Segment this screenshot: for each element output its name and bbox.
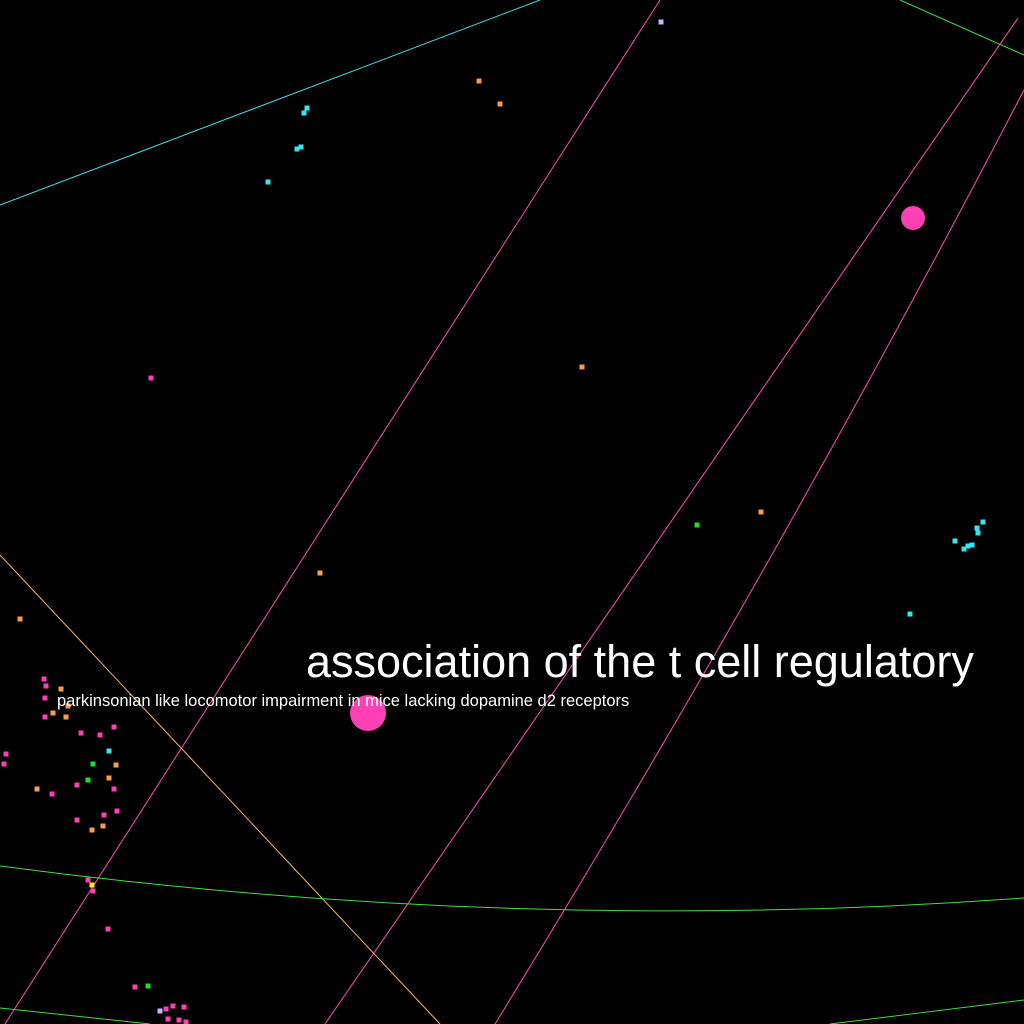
node-point (758, 509, 764, 515)
node-point (85, 877, 91, 883)
node-point (163, 1006, 169, 1012)
edge-peach-diagonal (0, 554, 441, 1024)
node-point (907, 611, 913, 617)
node-point (89, 827, 95, 833)
node-point (974, 525, 980, 531)
node-point (579, 364, 585, 370)
node-point (90, 761, 96, 767)
node-point (34, 786, 40, 792)
node-point (304, 105, 310, 111)
node-point (497, 101, 503, 107)
node-point (114, 808, 120, 814)
node-point (97, 732, 103, 738)
node-point (65, 703, 71, 709)
edge-pink-left-long (4, 0, 661, 1024)
node-point (157, 1008, 163, 1014)
node-point (317, 570, 323, 576)
node-point (105, 926, 111, 932)
node-point (58, 686, 64, 692)
node-point (980, 519, 986, 525)
node-point (43, 683, 49, 689)
node-point (132, 984, 138, 990)
edge-cyan-top (0, 0, 541, 206)
node-point (17, 616, 23, 622)
node-point (176, 1017, 182, 1023)
node-point (101, 812, 107, 818)
node-point (89, 882, 95, 888)
node-point (42, 695, 48, 701)
edge-green-top-right (899, 0, 1024, 56)
edge-pink-center (324, 17, 1019, 1024)
node-point (961, 546, 967, 552)
node-point (63, 714, 69, 720)
edge-pink-right (494, 89, 1024, 1024)
node-point (41, 676, 47, 682)
nodes (1, 19, 986, 1024)
edge-green-bottom-right (829, 999, 1024, 1024)
node-label-large: association of the t cell regulatory (306, 636, 974, 687)
node-point (42, 714, 48, 720)
edge-green-arc (0, 865, 1024, 912)
node-point (113, 762, 119, 768)
node-point (50, 710, 56, 716)
node-point (74, 782, 80, 788)
node-point (965, 543, 971, 549)
node-point (85, 777, 91, 783)
node-hub (350, 695, 386, 731)
node-point (294, 146, 300, 152)
node-point (106, 775, 112, 781)
node-point (183, 1019, 189, 1024)
node-point (145, 983, 151, 989)
node-point (476, 78, 482, 84)
node-point (165, 1016, 171, 1022)
node-point (148, 375, 154, 381)
node-point (111, 724, 117, 730)
node-point (975, 530, 981, 536)
edge-green-bottom-left (0, 1007, 151, 1024)
node-point (170, 1003, 176, 1009)
node-label-small: parkinsonian like locomotor impairment i… (57, 692, 629, 710)
node-point (111, 786, 117, 792)
node-point (181, 1004, 187, 1010)
node-point (100, 823, 106, 829)
node-point (78, 730, 84, 736)
node-point (74, 817, 80, 823)
node-point (1, 761, 7, 767)
node-point (969, 542, 975, 548)
node-point (694, 522, 700, 528)
node-point (265, 179, 271, 185)
node-point (298, 144, 304, 150)
node-point (952, 538, 958, 544)
node-point (90, 888, 96, 894)
node-hub (901, 206, 925, 230)
node-point (301, 110, 307, 116)
node-point (49, 791, 55, 797)
node-point (106, 748, 112, 754)
node-point (658, 19, 664, 25)
node-point (3, 751, 9, 757)
